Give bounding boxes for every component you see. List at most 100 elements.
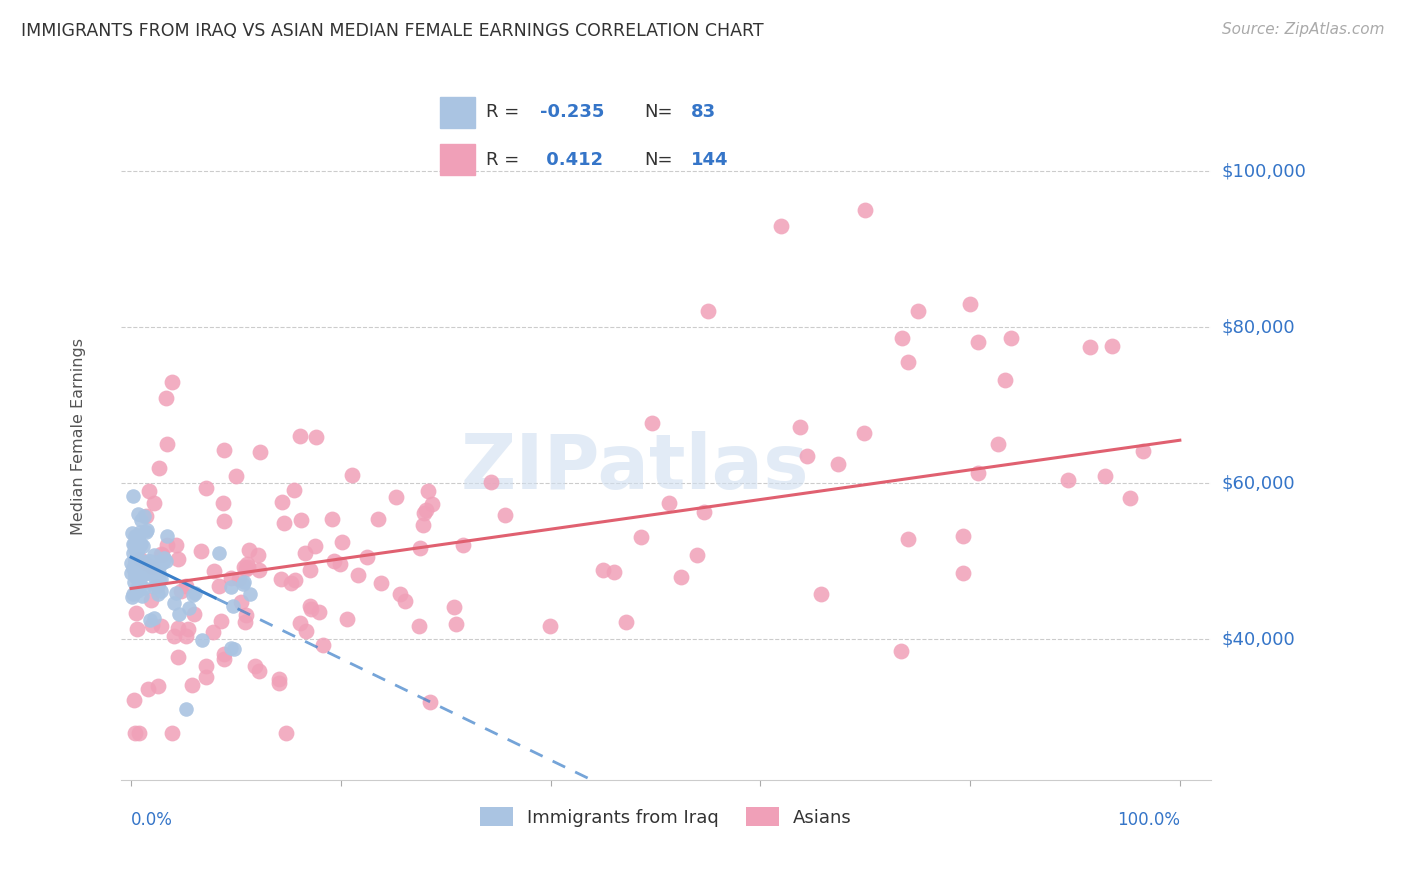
Point (135, 508, 157, 523)
Point (686, 548, 709, 562)
Point (127, 622, 149, 636)
Point (308, 605, 330, 619)
Point (136, 523, 159, 537)
Point (214, 514, 236, 528)
Point (138, 484, 160, 499)
Point (120, 566, 142, 581)
Text: 144: 144 (690, 151, 728, 169)
Point (239, 587, 262, 601)
Point (299, 602, 322, 616)
Point (146, 559, 169, 574)
Point (243, 658, 266, 673)
Point (247, 665, 270, 679)
Point (146, 587, 169, 601)
Point (418, 484, 440, 499)
Point (222, 599, 245, 614)
Point (270, 573, 292, 587)
Point (225, 468, 247, 483)
Point (235, 562, 257, 576)
Text: -0.235: -0.235 (540, 103, 605, 121)
Point (312, 639, 335, 653)
Point (180, 678, 202, 692)
Point (288, 615, 311, 630)
Point (388, 586, 411, 600)
Point (139, 592, 162, 607)
Point (150, 548, 173, 562)
Point (156, 437, 179, 451)
Text: 83: 83 (690, 103, 716, 121)
Point (128, 556, 150, 570)
Text: $40,000: $40,000 (1222, 630, 1295, 648)
Point (131, 589, 153, 603)
Point (150, 584, 173, 599)
Point (135, 524, 157, 539)
Point (125, 582, 148, 596)
Point (165, 586, 187, 600)
Point (336, 612, 359, 626)
Point (1132, 444, 1154, 458)
Point (129, 513, 152, 527)
Point (142, 611, 165, 625)
Point (304, 430, 326, 444)
Point (219, 640, 242, 655)
Point (148, 575, 170, 590)
Point (890, 644, 912, 658)
Point (987, 437, 1010, 451)
Point (195, 481, 218, 495)
Point (211, 496, 233, 510)
Point (165, 538, 187, 552)
Point (150, 557, 173, 571)
Point (347, 567, 370, 582)
Point (174, 629, 197, 643)
Point (132, 539, 155, 553)
Point (394, 594, 416, 608)
Point (658, 496, 681, 510)
Point (121, 537, 143, 551)
Point (148, 461, 170, 475)
Point (897, 532, 920, 546)
Text: 0.412: 0.412 (540, 151, 603, 169)
Point (789, 419, 811, 434)
Point (298, 563, 321, 577)
Point (232, 577, 254, 591)
Point (209, 614, 232, 628)
Text: $60,000: $60,000 (1222, 475, 1295, 492)
Point (167, 649, 190, 664)
Point (693, 505, 716, 519)
Point (124, 566, 146, 581)
Point (128, 535, 150, 549)
Point (412, 518, 434, 533)
Point (238, 543, 260, 558)
Point (208, 579, 231, 593)
Point (696, 304, 718, 318)
Point (267, 676, 290, 690)
Point (247, 548, 270, 562)
Point (125, 542, 148, 557)
Point (235, 608, 257, 623)
Point (1094, 469, 1116, 483)
Point (179, 601, 201, 615)
Point (124, 606, 146, 620)
Point (322, 554, 344, 568)
Point (191, 633, 214, 648)
Point (124, 552, 146, 566)
Point (967, 467, 990, 481)
Bar (440, 97, 475, 128)
Text: Source: ZipAtlas.com: Source: ZipAtlas.com (1222, 22, 1385, 37)
Text: N=: N= (644, 151, 672, 169)
Point (141, 560, 163, 574)
Point (290, 512, 312, 526)
Point (267, 672, 290, 686)
Point (163, 629, 186, 643)
Text: Median Female Earnings: Median Female Earnings (72, 338, 86, 535)
Point (214, 647, 236, 661)
Point (121, 526, 143, 541)
Point (129, 537, 152, 551)
Point (136, 554, 159, 568)
Point (212, 652, 235, 666)
Point (143, 580, 166, 594)
Point (122, 693, 145, 707)
Point (890, 331, 912, 345)
Point (451, 538, 474, 552)
Point (174, 702, 197, 716)
